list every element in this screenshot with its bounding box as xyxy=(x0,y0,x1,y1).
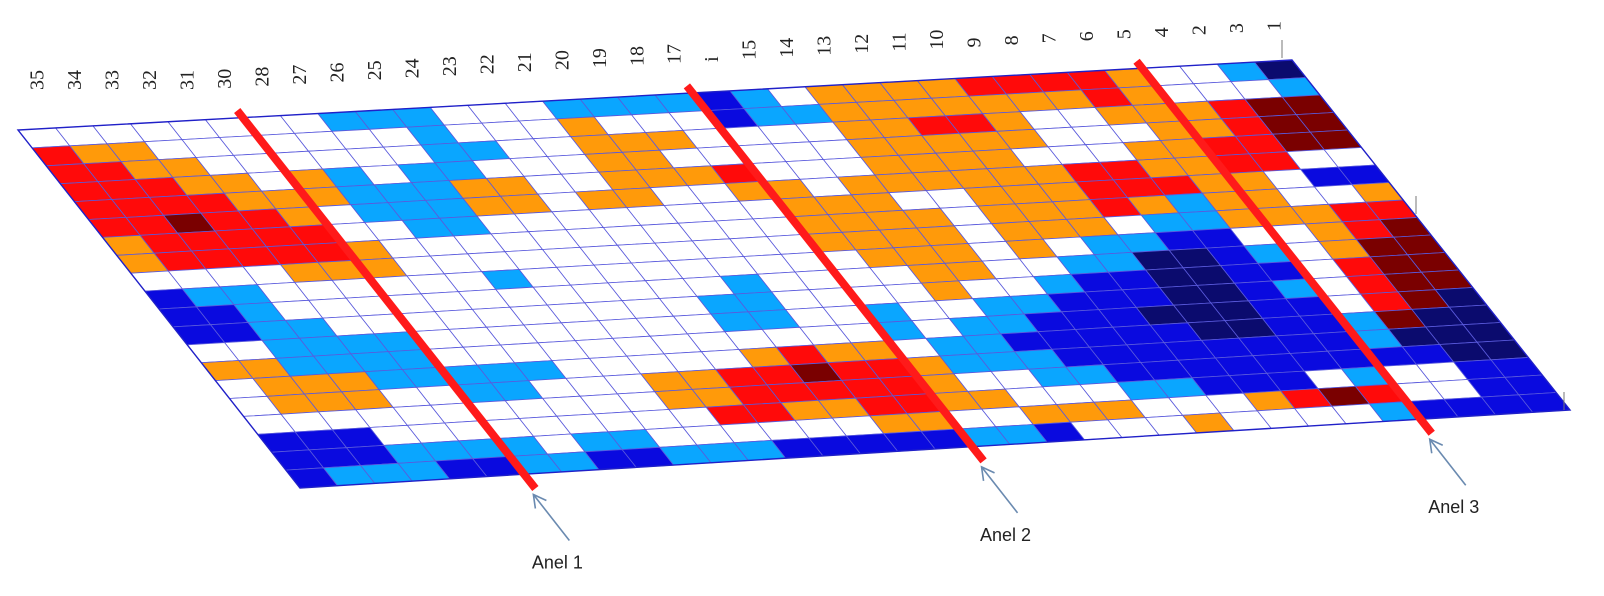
column-label-23: 23 xyxy=(439,56,461,76)
column-label-18: 18 xyxy=(626,46,648,66)
column-label-26: 26 xyxy=(327,63,349,83)
ring-label-3: Anel 3 xyxy=(1428,497,1479,517)
column-label-2: 2 xyxy=(1188,25,1210,35)
column-label-35: 35 xyxy=(27,70,49,90)
column-label-9: 9 xyxy=(964,38,986,48)
column-label-17: 17 xyxy=(664,44,686,64)
column-label-8: 8 xyxy=(1001,35,1023,45)
column-labels: 132456789101112131415i171819202122232425… xyxy=(27,21,1286,90)
column-label-12: 12 xyxy=(851,34,873,54)
ring-arrow-2 xyxy=(980,466,1019,514)
column-label-7: 7 xyxy=(1038,33,1060,43)
column-label-33: 33 xyxy=(102,70,124,90)
column-label-13: 13 xyxy=(814,36,836,56)
ring-arrowhead-2 xyxy=(980,465,995,481)
column-label-28: 28 xyxy=(252,67,274,87)
column-label-27: 27 xyxy=(289,65,311,85)
ring-label-2: Anel 2 xyxy=(980,525,1031,545)
column-label-34: 34 xyxy=(64,70,86,90)
column-label-6: 6 xyxy=(1076,31,1098,41)
column-label-11: 11 xyxy=(889,32,911,51)
column-label-31: 31 xyxy=(177,70,199,90)
column-label-4: 4 xyxy=(1151,27,1173,37)
column-label-25: 25 xyxy=(364,60,386,80)
column-label-30: 30 xyxy=(214,69,236,89)
column-label-1: 1 xyxy=(1263,21,1285,31)
ring-arrow-3 xyxy=(1429,438,1467,486)
column-label-10: 10 xyxy=(926,30,948,50)
column-label-5: 5 xyxy=(1113,29,1135,39)
column-label-19: 19 xyxy=(589,48,611,68)
ring-label-1: Anel 1 xyxy=(532,552,583,572)
ring-line-3 xyxy=(1133,58,1435,436)
column-label-32: 32 xyxy=(139,70,161,90)
column-label-22: 22 xyxy=(476,54,498,74)
heatmap-border xyxy=(16,59,1572,489)
column-label-24: 24 xyxy=(401,58,423,78)
ring-line-2 xyxy=(683,83,987,464)
column-label-3: 3 xyxy=(1226,23,1248,33)
ring-arrowhead-1 xyxy=(532,493,547,509)
column-label-14: 14 xyxy=(776,38,798,58)
ring-markers: Anel 1 Anel 2 Anel 3 xyxy=(234,58,1479,572)
ring-line-1 xyxy=(234,108,539,491)
column-label-20: 20 xyxy=(551,50,573,70)
heatmap-cells xyxy=(16,40,1572,489)
ring-arrowhead-3 xyxy=(1428,437,1444,454)
column-label-21: 21 xyxy=(514,52,536,72)
ring-arrow-1 xyxy=(532,494,570,541)
column-label-15: 15 xyxy=(739,40,761,60)
column-label-i: i xyxy=(701,56,723,62)
